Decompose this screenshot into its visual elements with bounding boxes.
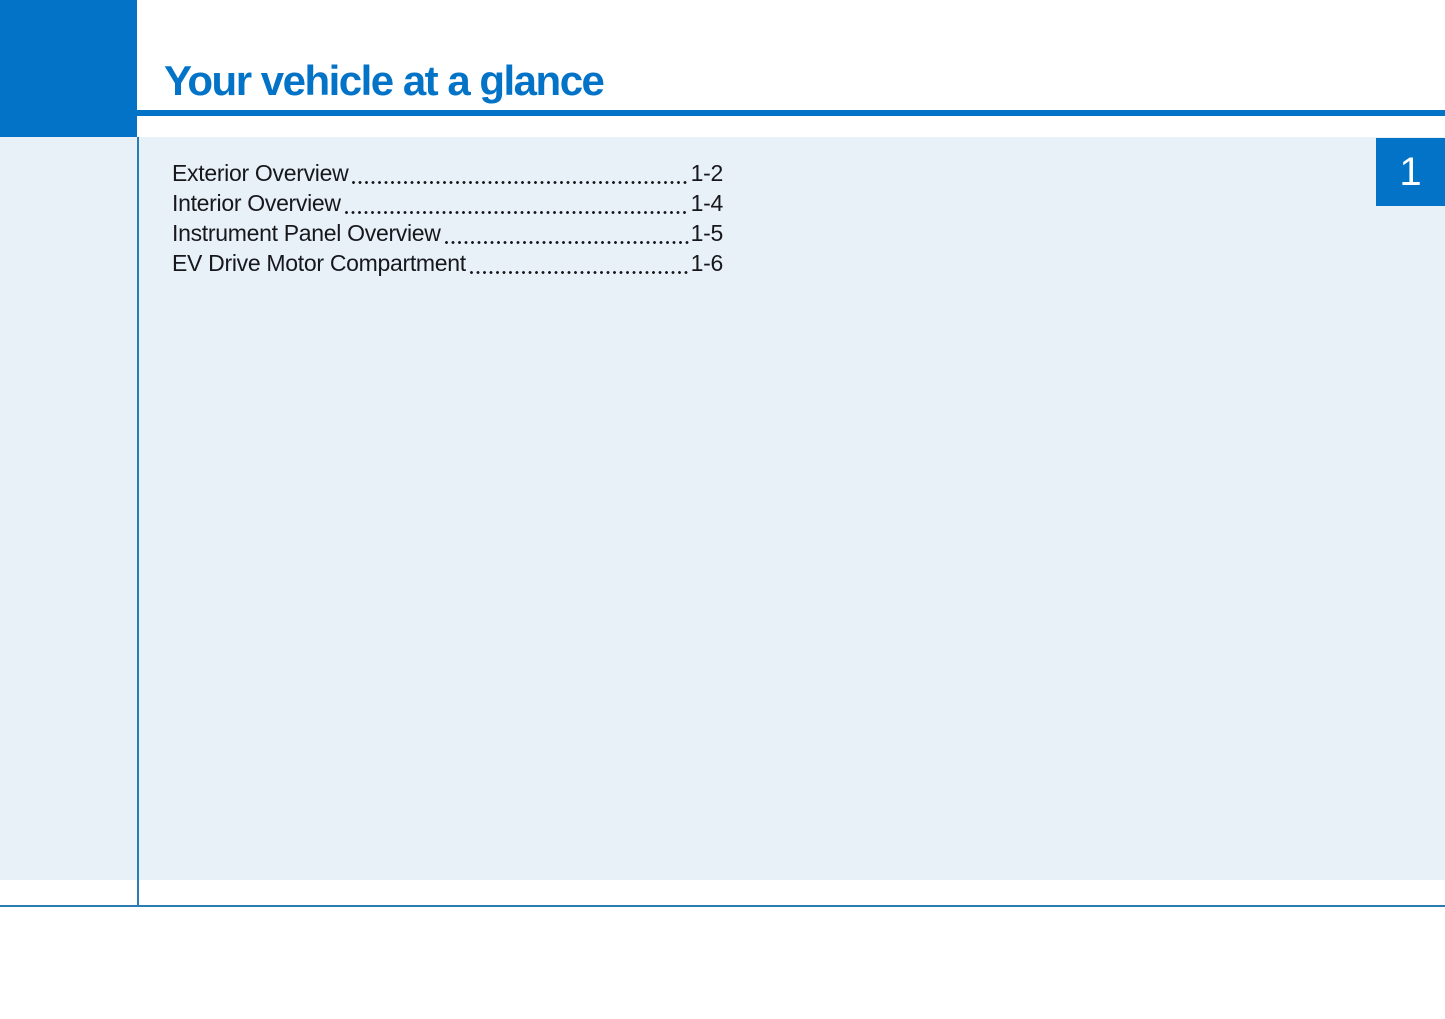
toc-item-page: 1-4 [690, 190, 724, 216]
toc-item[interactable]: Exterior Overview 1-2 [172, 160, 723, 190]
toc-item-page: 1-6 [690, 250, 724, 276]
chapter-tab: 1 [1376, 138, 1445, 206]
left-margin-rule [137, 137, 139, 906]
chapter-tab-number: 1 [1399, 150, 1422, 194]
toc-dot-leader [444, 241, 689, 244]
toc-dot-leader [344, 211, 689, 214]
toc-item[interactable]: EV Drive Motor Compartment 1-6 [172, 250, 723, 280]
content-panel [0, 137, 1445, 880]
toc-item-page: 1-5 [690, 220, 724, 246]
toc-item-label: EV Drive Motor Compartment [172, 250, 466, 276]
page-title: Your vehicle at a glance [164, 57, 605, 104]
toc-item-label: Instrument Panel Overview [172, 220, 441, 246]
toc-item-page: 1-2 [690, 160, 724, 186]
toc-item[interactable]: Interior Overview 1-4 [172, 190, 723, 220]
title-underline [137, 110, 1445, 116]
toc-item-label: Exterior Overview [172, 160, 349, 186]
toc-item-label: Interior Overview [172, 190, 341, 216]
footer-rule [0, 905, 1445, 907]
toc-list: Exterior Overview 1-2 Interior Overview … [172, 160, 723, 280]
toc-item[interactable]: Instrument Panel Overview 1-5 [172, 220, 723, 250]
corner-accent-block [0, 0, 137, 137]
toc-dot-leader [352, 181, 689, 184]
toc-dot-leader [469, 271, 689, 274]
